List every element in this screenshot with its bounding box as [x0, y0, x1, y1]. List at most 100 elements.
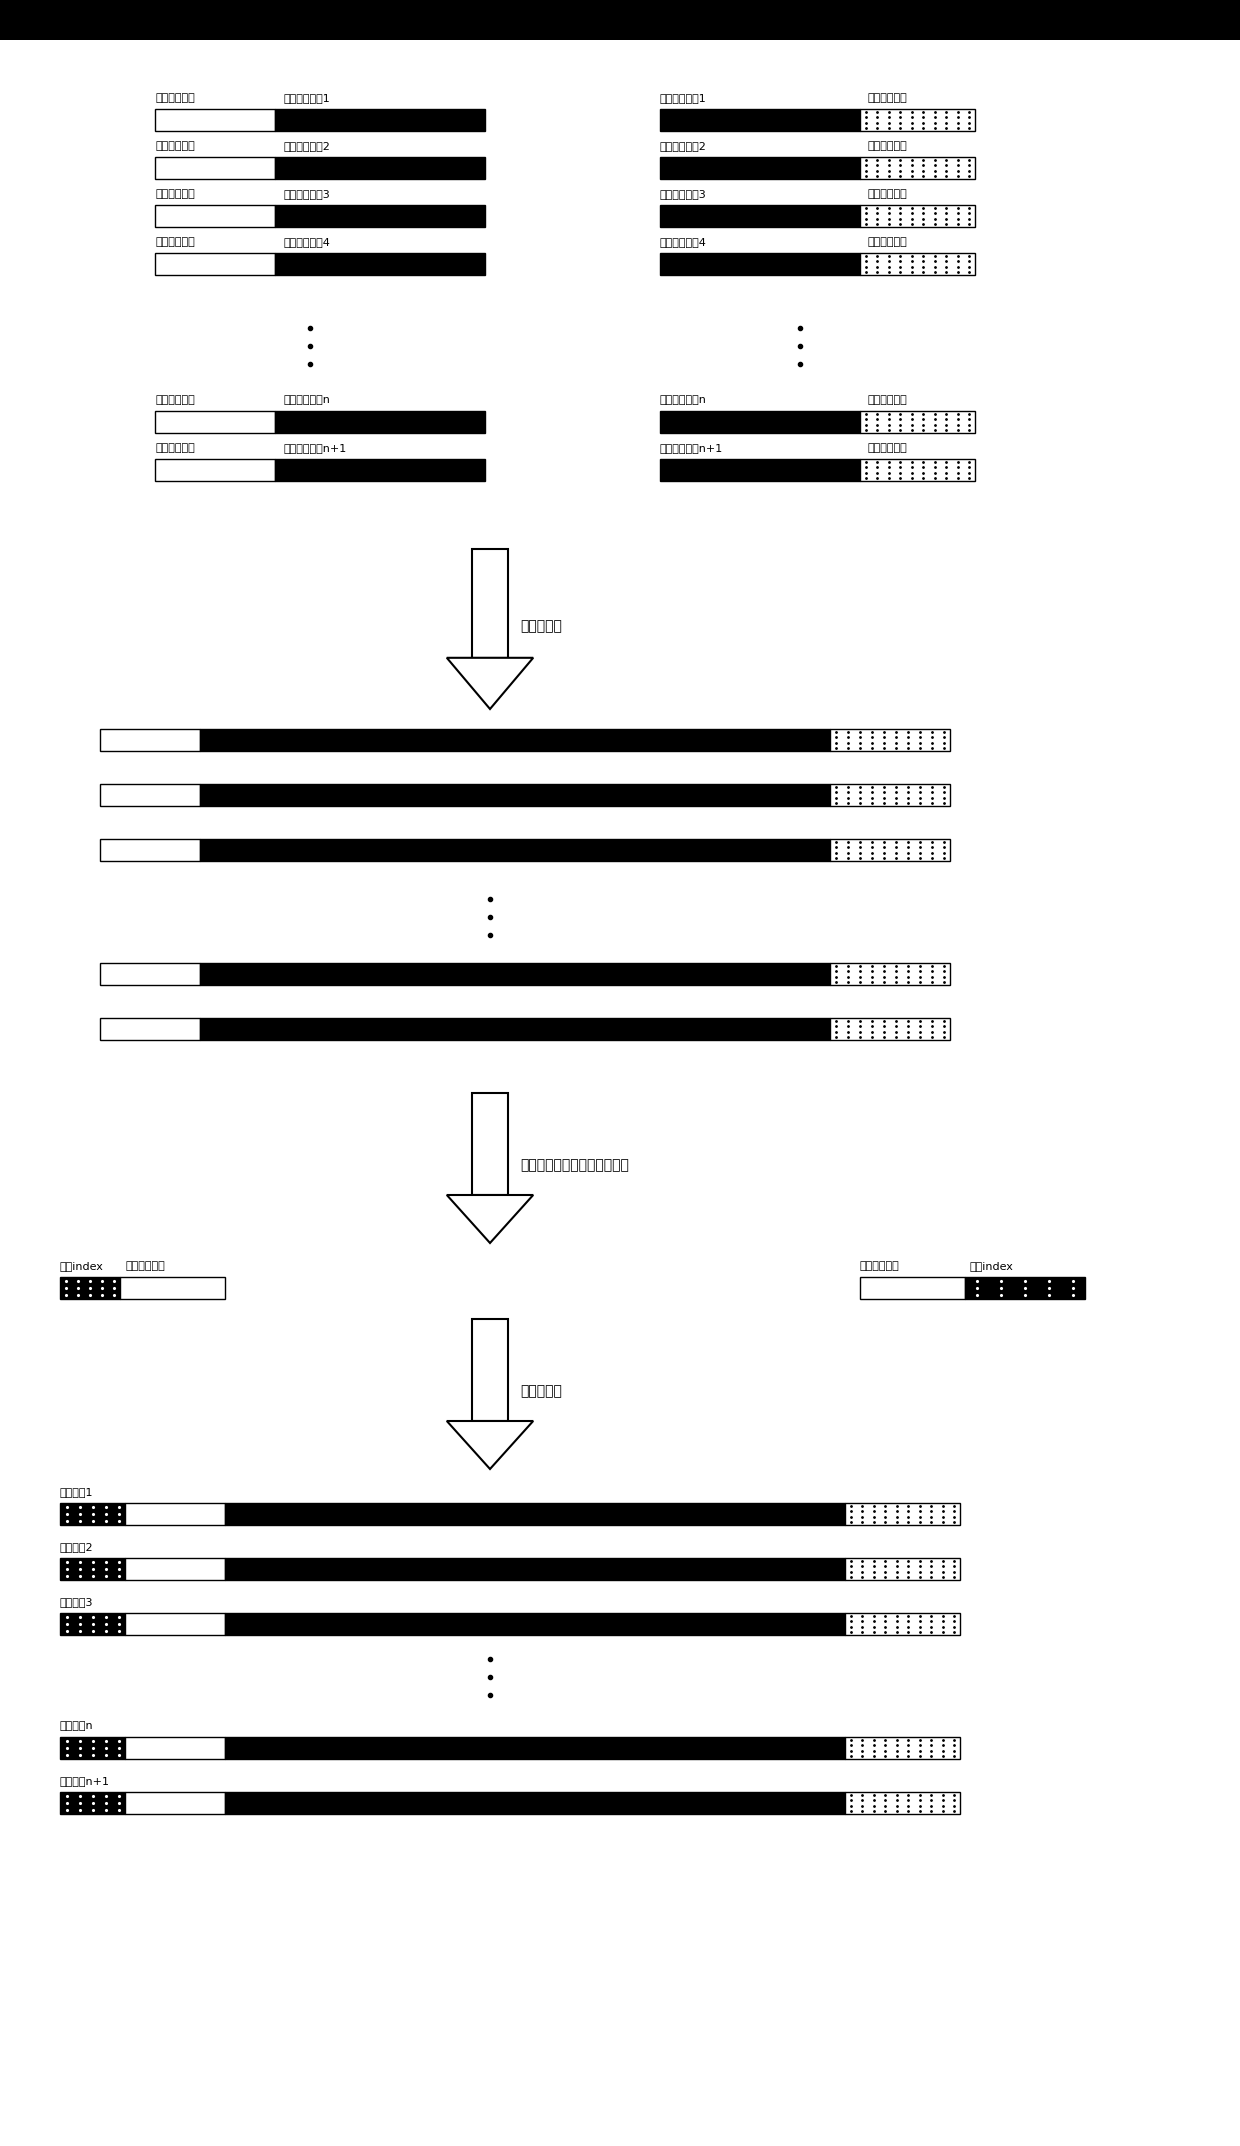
- Bar: [660, 253, 861, 275]
- Bar: [224, 1614, 844, 1635]
- Bar: [100, 730, 200, 751]
- Bar: [275, 459, 485, 481]
- Bar: [861, 157, 975, 178]
- Text: 正向通用序列: 正向通用序列: [155, 442, 195, 453]
- Text: 反向通用序列: 反向通用序列: [868, 236, 908, 247]
- Text: 样品编号1: 样品编号1: [60, 1487, 93, 1498]
- Bar: [224, 1792, 844, 1813]
- Bar: [861, 1277, 965, 1298]
- Bar: [60, 1502, 125, 1526]
- Bar: [155, 157, 275, 178]
- Bar: [660, 412, 861, 433]
- Text: 反向特异引物n: 反向特异引物n: [660, 395, 707, 406]
- Text: 正向通用序列: 正向通用序列: [155, 142, 195, 150]
- Bar: [100, 839, 200, 861]
- Bar: [200, 839, 830, 861]
- Text: 反向通用序列: 反向通用序列: [868, 142, 908, 150]
- Bar: [155, 109, 275, 131]
- Bar: [844, 1558, 960, 1579]
- Text: 正向通用序列: 正向通用序列: [125, 1262, 165, 1270]
- Text: 反向通用序列: 反向通用序列: [868, 189, 908, 200]
- Text: 第一轮扩增: 第一轮扩增: [520, 618, 562, 633]
- Bar: [830, 1017, 950, 1041]
- Polygon shape: [446, 1195, 533, 1243]
- Bar: [472, 1320, 508, 1421]
- Text: 反向特异引物2: 反向特异引物2: [660, 142, 707, 150]
- Bar: [120, 1277, 224, 1298]
- Bar: [125, 1736, 224, 1760]
- Bar: [472, 549, 508, 659]
- Bar: [224, 1502, 844, 1526]
- Bar: [844, 1502, 960, 1526]
- Text: 正向特异引物n: 正向特异引物n: [283, 395, 330, 406]
- Text: 样品编号2: 样品编号2: [60, 1543, 94, 1552]
- Text: 反向通用序列: 反向通用序列: [861, 1262, 900, 1270]
- Bar: [861, 412, 975, 433]
- Bar: [60, 1558, 125, 1579]
- Bar: [660, 109, 861, 131]
- Bar: [100, 783, 200, 807]
- Text: 反向index: 反向index: [970, 1262, 1014, 1270]
- Bar: [861, 459, 975, 481]
- Text: 反向特异引物3: 反向特异引物3: [660, 189, 707, 200]
- Polygon shape: [446, 659, 533, 708]
- Bar: [861, 206, 975, 227]
- Text: 正向特异引物2: 正向特异引物2: [283, 142, 330, 150]
- Text: 正向特异引物1: 正向特异引物1: [283, 92, 330, 103]
- Text: 样品编号3: 样品编号3: [60, 1597, 93, 1607]
- Bar: [100, 964, 200, 985]
- Text: 正向特异引物3: 正向特异引物3: [283, 189, 330, 200]
- Text: 正向通用序列: 正向通用序列: [155, 395, 195, 406]
- Bar: [275, 109, 485, 131]
- Text: 正向通用序列: 正向通用序列: [155, 189, 195, 200]
- Bar: [155, 253, 275, 275]
- Bar: [155, 412, 275, 433]
- Text: 正向特异引物4: 正向特异引物4: [283, 236, 330, 247]
- Bar: [275, 253, 485, 275]
- Bar: [830, 783, 950, 807]
- Bar: [125, 1502, 224, 1526]
- Text: 反向特异引物4: 反向特异引物4: [660, 236, 707, 247]
- Bar: [965, 1277, 1085, 1298]
- Bar: [660, 157, 861, 178]
- Bar: [660, 206, 861, 227]
- Text: 反向特异引物1: 反向特异引物1: [660, 92, 707, 103]
- Text: 反向通用序列: 反向通用序列: [868, 395, 908, 406]
- Text: 正向通用序列: 正向通用序列: [155, 92, 195, 103]
- Bar: [200, 1017, 830, 1041]
- Text: 样品编号n: 样品编号n: [60, 1721, 94, 1732]
- Text: 正向通用序列: 正向通用序列: [155, 236, 195, 247]
- Bar: [844, 1614, 960, 1635]
- Bar: [861, 109, 975, 131]
- Text: 消化体系中残留引物和二聚体: 消化体系中残留引物和二聚体: [520, 1159, 629, 1172]
- Bar: [830, 839, 950, 861]
- Bar: [275, 206, 485, 227]
- Bar: [60, 1614, 125, 1635]
- Text: 反向通用序列: 反向通用序列: [868, 442, 908, 453]
- Text: 第二轮扩增: 第二轮扩增: [520, 1384, 562, 1399]
- Bar: [844, 1792, 960, 1813]
- Bar: [275, 412, 485, 433]
- Bar: [200, 783, 830, 807]
- Bar: [125, 1558, 224, 1579]
- Bar: [0, 0, 1240, 41]
- Text: 反向特异引物n+1: 反向特异引物n+1: [660, 442, 723, 453]
- Bar: [830, 964, 950, 985]
- Bar: [660, 459, 861, 481]
- Text: 正向特异引物n+1: 正向特异引物n+1: [283, 442, 346, 453]
- Bar: [275, 157, 485, 178]
- Bar: [60, 1736, 125, 1760]
- Text: 样品编号n+1: 样品编号n+1: [60, 1777, 110, 1785]
- Bar: [60, 1792, 125, 1813]
- Bar: [224, 1558, 844, 1579]
- Bar: [155, 459, 275, 481]
- Bar: [830, 730, 950, 751]
- Bar: [861, 253, 975, 275]
- Bar: [125, 1792, 224, 1813]
- Text: 反向通用序列: 反向通用序列: [868, 92, 908, 103]
- Bar: [224, 1736, 844, 1760]
- Bar: [200, 730, 830, 751]
- Bar: [472, 1092, 508, 1195]
- Polygon shape: [446, 1421, 533, 1470]
- Bar: [200, 964, 830, 985]
